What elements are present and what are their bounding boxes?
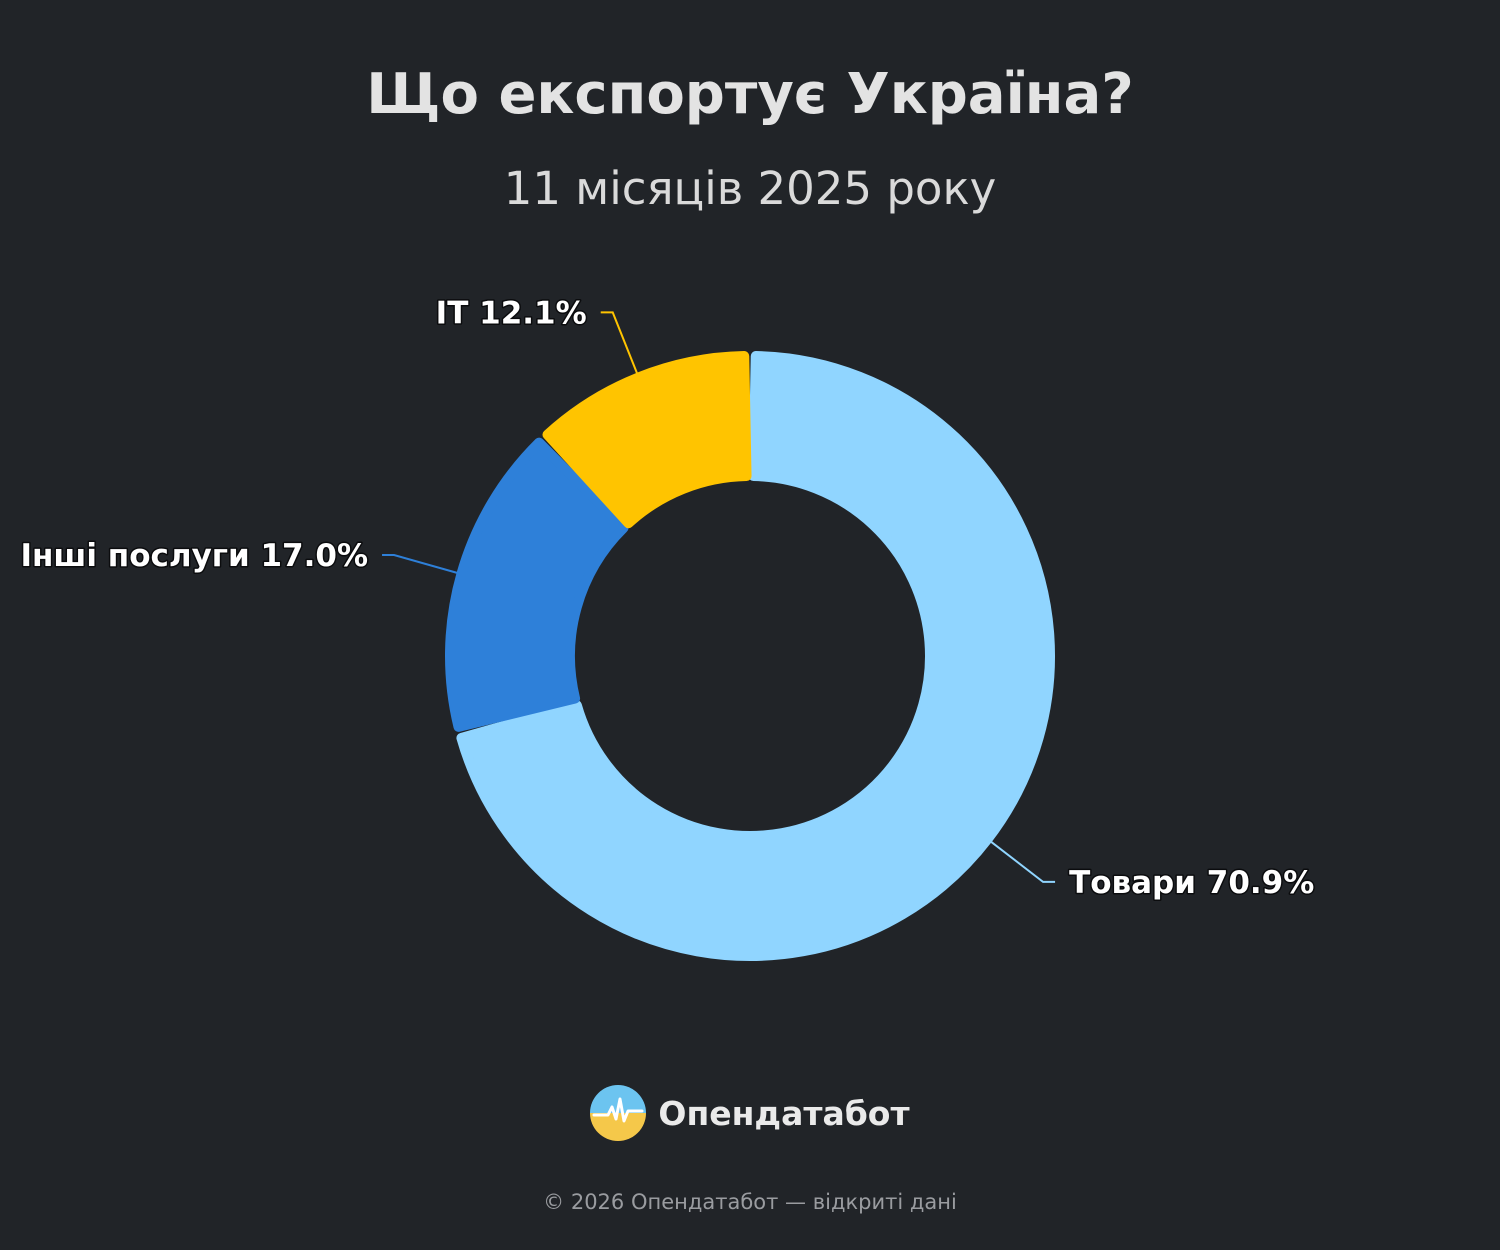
- brand: Опендатабот: [0, 1085, 1500, 1141]
- chart-title: Що експортує Україна?: [366, 62, 1134, 127]
- pie-slice-3: [542, 351, 752, 529]
- leader-line-3: [600, 311, 639, 375]
- leader-line-1: [990, 840, 1056, 883]
- chart-subtitle: 11 місяців 2025 року: [503, 162, 997, 215]
- slice-label-2: Інші послуги 17.0%: [20, 538, 368, 574]
- brand-name: Опендатабот: [658, 1093, 910, 1133]
- leader-line-2: [382, 554, 458, 574]
- slice-label-3: ІТ 12.1%: [436, 295, 587, 331]
- pie-slice-1: [456, 351, 1055, 961]
- opendatabot-logo-icon: [590, 1085, 647, 1141]
- pie-slice-2: [445, 437, 629, 732]
- slice-label-1: Товари 70.9%: [1069, 865, 1314, 901]
- footer-text: © 2026 Опендатабот — відкриті дані: [543, 1190, 957, 1214]
